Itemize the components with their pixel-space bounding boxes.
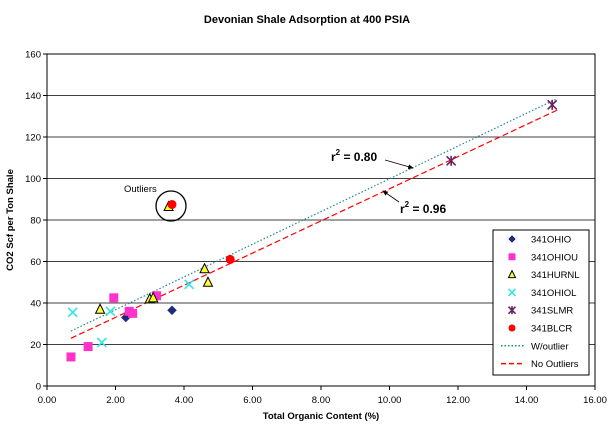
y-tick-label: 80: [30, 216, 41, 227]
data-points: [66, 99, 558, 362]
data-point-341ohiou: [66, 352, 76, 362]
data-point-341hurnl: [147, 291, 159, 303]
legend-marker-341slmr: [507, 306, 517, 315]
data-point-341slmr: [547, 99, 558, 110]
trendline-w-outlier: [70, 98, 558, 332]
y-tick-label: 20: [30, 340, 41, 351]
legend: 341OHIO 341OHIOU 341HURNL 341OHIOL 341SLMR 34…: [492, 229, 590, 376]
legend-label: 341OHIOL: [531, 288, 576, 299]
legend-label: 341HURNL: [531, 270, 580, 281]
y-tick-label: 160: [25, 50, 41, 61]
r2-with-r: r: [331, 150, 336, 164]
x-axis-title: Total Organic Content (%): [263, 411, 379, 422]
svg-text:r2 = 0.96: r2 = 0.96: [400, 200, 446, 216]
annotations: Outliers r2 = 0.80 r2 = 0.96: [124, 148, 446, 222]
grid-lines: [47, 95, 595, 345]
data-point-341blcr: [167, 199, 177, 209]
data-point-341ohiou: [109, 293, 119, 303]
chart-title: Devonian Shale Adsorption at 400 PSIA: [204, 14, 410, 26]
legend-marker-341ohio: [508, 235, 516, 243]
x-tick-label: 8.00: [312, 395, 331, 406]
x-tick-label: 14.00: [515, 395, 539, 406]
data-point-341ohiou: [152, 291, 162, 301]
y-tick-label: 60: [30, 257, 41, 268]
y-tick-label: 120: [25, 133, 41, 144]
r2-without-sup: 2: [405, 200, 410, 209]
data-point-341blcr: [225, 254, 235, 264]
legend-label: 341OHIOU: [531, 252, 578, 263]
data-point-341hurnl: [94, 303, 106, 314]
legend-items: 341OHIO 341OHIOU 341HURNL 341OHIOL 341SLMR 34…: [501, 235, 580, 370]
y-tick-label: 100: [25, 174, 41, 185]
y-tick-label: 40: [30, 299, 41, 310]
y-tick-label: 140: [25, 91, 41, 102]
x-tick-labels: 0.00 2.00 4.00 6.00 8.00 10.00 12.00 14.00 16.00: [38, 395, 607, 406]
x-tick-label: 16.00: [583, 395, 607, 406]
data-point-341ohiol: [184, 279, 195, 290]
x-tick-label: 2.00: [106, 395, 125, 406]
axis-ticks: [43, 53, 596, 390]
legend-label: 341BLCR: [531, 324, 572, 335]
data-point-341ohiou: [83, 342, 93, 352]
r2-with-outlier-label: r2 = 0.80: [331, 148, 377, 164]
trendlines: [70, 98, 558, 339]
r2-without-value: = 0.96: [409, 202, 446, 216]
y-tick-label: 0: [36, 382, 41, 393]
x-tick-label: 0.00: [38, 395, 57, 406]
data-point-341ohiou: [128, 308, 138, 318]
data-point-341ohiol: [67, 307, 78, 318]
r2-without-arrow: [382, 190, 400, 203]
legend-marker-341ohiol: [507, 288, 517, 297]
r2-with-arrow: [384, 159, 414, 169]
legend-marker-341hurnl: [507, 269, 517, 279]
y-tick-labels: 0 20 40 60 80 100 120 140 160: [25, 50, 41, 393]
x-tick-label: 4.00: [175, 395, 194, 406]
legend-label: 341OHIO: [531, 235, 571, 246]
x-tick-label: 12.00: [446, 395, 470, 406]
outliers-circle: [155, 190, 187, 222]
r2-with-value: = 0.80: [340, 150, 377, 164]
x-tick-label: 10.00: [378, 395, 402, 406]
y-axis-title: CO2 Scf per Ton Shale: [5, 169, 16, 271]
legend-label: 341SLMR: [531, 306, 573, 317]
legend-marker-341ohiou: [508, 253, 516, 261]
r2-with-sup: 2: [336, 148, 341, 157]
outliers-label: Outliers: [124, 184, 157, 195]
data-point-341slmr: [446, 155, 457, 166]
data-point-341ohiol: [96, 337, 107, 348]
data-point-341ohio: [167, 305, 177, 316]
trendline-no-outliers: [70, 109, 558, 339]
svg-text:r2 = 0.80: r2 = 0.80: [331, 148, 377, 164]
legend-label: No Outliers: [531, 359, 579, 370]
r2-without-r: r: [400, 202, 405, 216]
legend-marker-341blcr: [508, 324, 516, 332]
data-point-341ohiol: [105, 306, 116, 317]
data-point-341hurnl: [199, 262, 210, 274]
legend-label: W/outlier: [531, 341, 568, 352]
r2-no-outlier-label: r2 = 0.96: [400, 200, 446, 216]
data-point-341hurnl: [202, 276, 214, 287]
x-tick-label: 6.00: [243, 395, 262, 406]
